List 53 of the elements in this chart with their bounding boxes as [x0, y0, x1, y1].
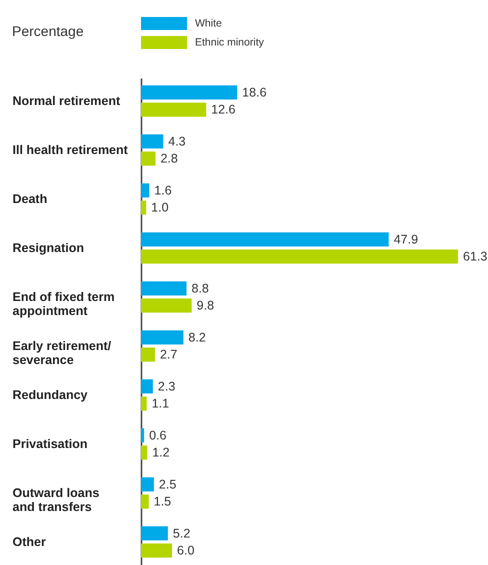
- y-tick-label: Resignation: [12, 241, 84, 256]
- data-label: 1.0: [151, 200, 169, 215]
- y-tick-label: End of fixed term appointment: [12, 290, 115, 318]
- data-label: 8.8: [192, 281, 209, 296]
- y-tick-label: Death: [12, 192, 48, 206]
- bar: [141, 298, 192, 313]
- bar: [141, 477, 154, 492]
- bar: [141, 102, 206, 117]
- bar: [141, 134, 164, 148]
- bar: [141, 494, 149, 509]
- y-tick-label: Other: [12, 534, 46, 549]
- bar: [141, 232, 389, 246]
- bar: [141, 396, 147, 411]
- bar: [141, 379, 153, 394]
- data-label: 6.0: [177, 544, 194, 558]
- bar: [141, 446, 148, 460]
- data-label: 8.2: [188, 330, 206, 344]
- bar: [141, 428, 144, 442]
- data-label: 2.8: [160, 152, 178, 166]
- data-label: 1.6: [154, 183, 172, 198]
- bar: [141, 152, 156, 166]
- bar: [141, 281, 187, 296]
- y-tick-label: Outward loans and transfers: [12, 486, 100, 514]
- y-tick-label: Normal retirement: [12, 94, 122, 108]
- y-tick-label: Redundancy: [12, 388, 88, 402]
- bar: [141, 250, 458, 264]
- y-tick-label: Early retirement/ severance: [12, 338, 112, 367]
- data-label: 0.6: [149, 428, 167, 442]
- legend-label: White: [195, 18, 222, 30]
- data-label: 5.2: [172, 526, 190, 540]
- data-label: 1.5: [154, 494, 172, 509]
- data-label: 61.3: [463, 250, 488, 264]
- bar: [141, 526, 168, 540]
- bar: [141, 183, 150, 198]
- bar: [141, 348, 155, 362]
- data-label: 1.2: [152, 446, 170, 460]
- y-tick-label: Privatisation: [12, 436, 88, 451]
- bar: [141, 544, 172, 558]
- data-label: 12.6: [211, 102, 236, 117]
- bar: [141, 200, 146, 215]
- data-label: 2.3: [158, 379, 176, 394]
- y-tick-label: Ill health retirement: [12, 143, 129, 158]
- bar: [141, 330, 184, 344]
- data-label: 18.6: [242, 85, 267, 100]
- legend-label: Ethnic minority: [195, 36, 265, 48]
- data-label: 47.9: [394, 232, 418, 246]
- data-label: 1.1: [152, 396, 170, 411]
- data-label: 9.8: [196, 298, 214, 313]
- data-label: 2.7: [160, 348, 178, 362]
- data-label: 2.5: [158, 477, 176, 492]
- x-axis-title: Percentage: [12, 23, 84, 39]
- data-label: 4.3: [168, 134, 186, 148]
- bar: [141, 85, 238, 100]
